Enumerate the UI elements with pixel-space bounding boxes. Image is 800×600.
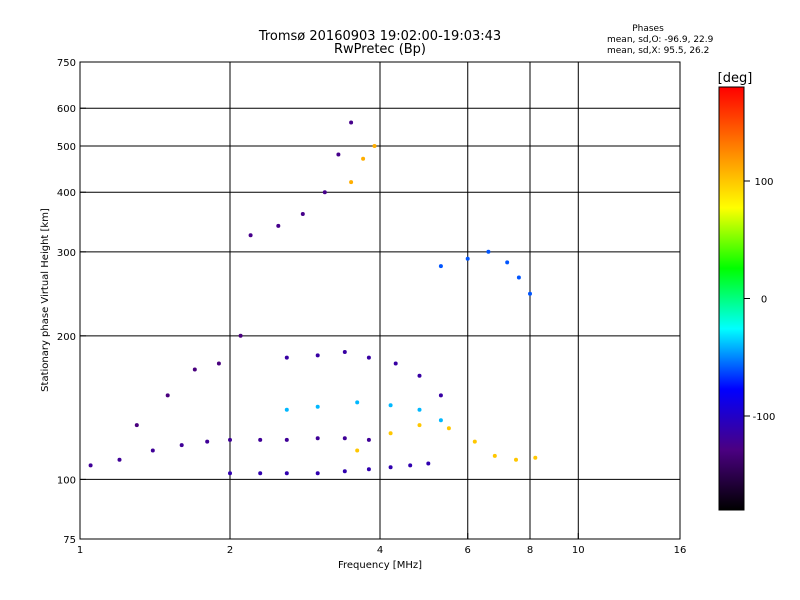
data-point (438, 418, 443, 423)
data-point (372, 144, 377, 148)
data-point (438, 393, 443, 398)
data-point (349, 180, 354, 185)
y-tick-label: 600 (57, 104, 76, 115)
data-point (150, 448, 155, 453)
stats-group: Phases mean, sd,O: -96.9, 22.9 mean, sd,… (607, 24, 714, 56)
colorbar-tick-label: 0 (761, 295, 767, 306)
x-axis-label: Frequency [MHz] (338, 560, 422, 571)
data-point (228, 471, 232, 476)
data-point (533, 455, 538, 460)
data-point (417, 373, 422, 378)
x-tick-label: 4 (377, 545, 383, 556)
data-point (284, 437, 289, 442)
y-axis-ticks: 75 100 200 300 400 500 600 750 (57, 58, 86, 546)
y-tick-label: 200 (57, 332, 76, 343)
stats-line-x: mean, sd,X: 95.5, 26.2 (607, 46, 709, 56)
x-tick-label: 1 (77, 545, 83, 556)
data-point (426, 461, 431, 466)
data-point (342, 350, 347, 354)
data-point (355, 400, 360, 405)
data-point (465, 256, 470, 261)
data-point (388, 465, 393, 470)
data-point (492, 453, 497, 458)
data-points (88, 120, 538, 476)
data-point (355, 448, 360, 453)
y-tick-label: 400 (57, 188, 76, 199)
data-point (258, 471, 263, 476)
data-point (366, 355, 371, 360)
data-point (516, 275, 521, 280)
data-point (361, 156, 366, 161)
colorbar-tick-label: 100 (754, 177, 773, 188)
data-point (342, 436, 347, 441)
data-point (528, 291, 532, 296)
data-point (388, 403, 393, 408)
data-point (349, 120, 354, 125)
data-point (472, 439, 477, 444)
x-tick-label: 16 (674, 545, 687, 556)
data-point (179, 443, 184, 448)
x-axis-ticks: 1 2 4 6 8 10 16 (77, 533, 687, 556)
data-point (514, 457, 518, 462)
stats-header: Phases (632, 24, 664, 34)
y-tick-label: 100 (57, 475, 76, 486)
data-point (284, 471, 289, 476)
data-point (88, 463, 93, 468)
data-point (342, 469, 347, 474)
title-group: Tromsø 20160903 19:02:00-19:03:43 RwPret… (258, 29, 501, 57)
data-point (408, 463, 413, 468)
data-point (366, 467, 371, 472)
data-point (446, 426, 451, 431)
data-point (486, 249, 491, 254)
data-point (258, 437, 263, 442)
data-point (284, 355, 289, 360)
x-tick-label: 8 (527, 545, 533, 556)
colorbar-label: [deg] (718, 71, 753, 86)
data-point (417, 423, 422, 428)
y-axis-label: Stationary phase Virtual Height [km] (40, 208, 51, 392)
colorbar-tick-label: -100 (753, 412, 776, 423)
y-tick-label: 75 (63, 535, 76, 546)
data-point (315, 353, 320, 358)
y-tick-label: 300 (57, 248, 76, 259)
stats-line-o: mean, sd,O: -96.9, 22.9 (607, 35, 714, 45)
data-point (438, 264, 443, 269)
data-point (117, 457, 122, 462)
chart-subtitle: RwPretec (Bp) (334, 42, 426, 57)
data-point (216, 361, 221, 366)
x-tick-label: 10 (572, 545, 585, 556)
data-point (336, 152, 341, 157)
data-point (276, 223, 281, 228)
data-point (192, 367, 197, 372)
data-point (388, 431, 393, 436)
data-point (205, 439, 210, 444)
y-tick-label: 500 (57, 142, 76, 153)
y-tick-label: 750 (57, 58, 76, 69)
data-point (165, 393, 170, 398)
data-point (248, 233, 253, 238)
data-point (505, 260, 510, 265)
chart-title: Tromsø 20160903 19:02:00-19:03:43 (258, 29, 501, 44)
data-point (315, 436, 320, 441)
data-point (417, 407, 422, 412)
data-point (228, 437, 232, 442)
data-point (393, 361, 398, 366)
data-point (284, 407, 289, 412)
grid-lines (80, 62, 680, 539)
data-point (322, 190, 327, 195)
x-tick-label: 6 (465, 545, 471, 556)
data-point (300, 212, 305, 216)
colorbar (718, 86, 745, 511)
colorbar-ticks: 100 0 -100 (744, 177, 775, 423)
data-point (134, 423, 139, 428)
data-point (238, 333, 243, 338)
x-tick-label: 2 (227, 545, 233, 556)
data-point (315, 404, 320, 409)
data-point (366, 437, 371, 442)
data-point (315, 471, 320, 476)
